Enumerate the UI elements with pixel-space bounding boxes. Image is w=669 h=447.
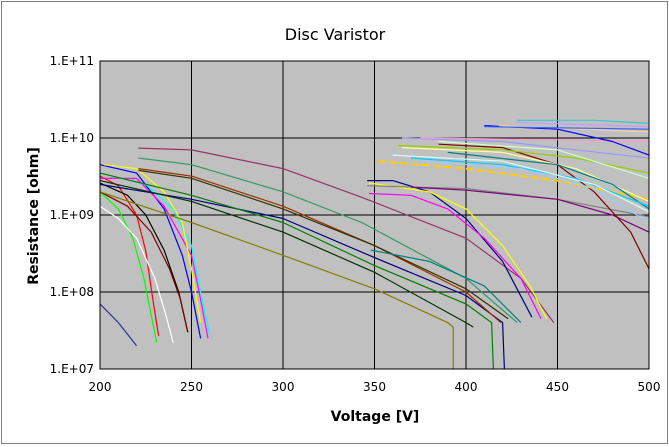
y-axis-label: Resistance [ohm]	[26, 147, 42, 284]
series-line-32	[447, 151, 650, 210]
series-line-34	[420, 160, 650, 224]
y-tick-label: 1.E+10	[50, 131, 94, 145]
x-tick-label: 350	[363, 380, 386, 394]
series-line-36	[517, 119, 650, 124]
series-line-35	[392, 154, 650, 213]
series-line-15	[138, 168, 502, 324]
series-line-9	[103, 164, 202, 323]
series-line-40	[484, 126, 650, 130]
series-line-11	[99, 191, 454, 369]
y-tick-label: 1.E+08	[50, 285, 94, 299]
x-tick-label: 500	[638, 380, 661, 394]
series-line-26	[378, 160, 650, 201]
series-line-39	[498, 125, 650, 133]
series-line-12	[99, 183, 505, 370]
chart-title: Disc Varistor	[285, 25, 386, 44]
y-tick-label: 1.E+09	[50, 208, 94, 222]
series-line-21	[368, 182, 548, 319]
series-line-3	[99, 205, 174, 343]
x-tick-label: 450	[546, 380, 569, 394]
x-axis-ticks: 200 250 300 350 400 450 500	[89, 380, 661, 394]
series-line-20	[367, 180, 533, 318]
x-tick-label: 400	[455, 380, 478, 394]
x-tick-label: 250	[180, 380, 203, 394]
series-line-28	[420, 137, 650, 143]
plot-border	[99, 60, 650, 370]
series-line-2	[99, 191, 158, 343]
series-line-33	[411, 157, 650, 207]
series-line-38	[515, 121, 650, 128]
series-line-17	[138, 157, 518, 324]
series-line-31	[438, 140, 650, 179]
series-line-27	[401, 137, 650, 159]
y-axis-ticks: 1.E+07 1.E+08 1.E+09 1.E+10 1.E+11	[50, 54, 94, 376]
series-line-5	[99, 191, 189, 333]
y-tick-label: 1.E+07	[50, 362, 94, 376]
series-line-24	[411, 186, 650, 233]
series-line-22	[368, 192, 542, 319]
series-lines	[99, 119, 650, 370]
y-tick-label: 1.E+11	[50, 54, 94, 68]
series-line-10	[99, 303, 138, 347]
series-line-6	[99, 164, 202, 339]
series-line-13	[99, 172, 494, 370]
x-tick-label: 300	[272, 380, 295, 394]
series-line-29	[398, 144, 650, 174]
series-line-14	[99, 180, 474, 328]
series-line-7	[100, 177, 209, 339]
x-tick-label: 200	[89, 380, 112, 394]
x-axis-label: Voltage [V]	[331, 409, 420, 425]
series-line-16	[138, 169, 509, 320]
series-line-18	[370, 249, 522, 324]
